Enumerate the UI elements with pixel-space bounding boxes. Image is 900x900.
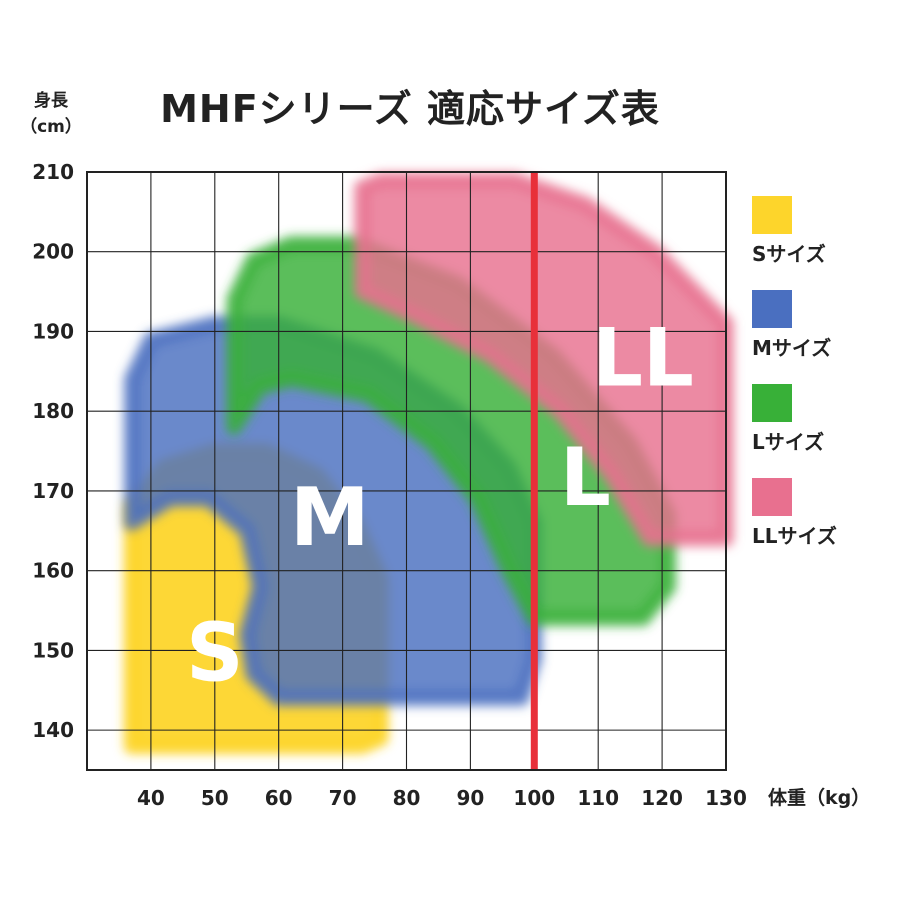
legend-label-ll: LLサイズ bbox=[752, 524, 837, 548]
legend-item-s: Sサイズ bbox=[752, 196, 892, 290]
legend: Sサイズ Mサイズ Lサイズ LLサイズ bbox=[752, 196, 892, 572]
y-axis-label: 身長 （cm） bbox=[16, 88, 86, 140]
y-tick-label-180: 180 bbox=[32, 399, 74, 423]
x-tick-label-80: 80 bbox=[393, 786, 421, 810]
region-label-ll: LL bbox=[592, 311, 694, 404]
legend-swatch-l bbox=[752, 384, 792, 422]
y-tick-label-190: 190 bbox=[32, 319, 74, 343]
x-tick-label-130: 130 bbox=[705, 786, 747, 810]
x-tick-label-50: 50 bbox=[201, 786, 229, 810]
legend-swatch-ll bbox=[752, 478, 792, 516]
region-label-m: M bbox=[290, 471, 370, 564]
y-tick-label-140: 140 bbox=[32, 718, 74, 742]
legend-label-m: Mサイズ bbox=[752, 336, 832, 360]
x-axis-label: 体重（kg） bbox=[768, 787, 871, 809]
x-tick-label-40: 40 bbox=[137, 786, 165, 810]
grid-lines bbox=[87, 172, 726, 770]
x-tick-label-90: 90 bbox=[456, 786, 484, 810]
y-axis-label-line1: 身長 bbox=[34, 91, 68, 111]
region-label-l: L bbox=[560, 431, 611, 524]
legend-swatch-m bbox=[752, 290, 792, 328]
x-tick-label-120: 120 bbox=[641, 786, 683, 810]
y-tick-label-170: 170 bbox=[32, 479, 74, 503]
x-tick-label-110: 110 bbox=[577, 786, 619, 810]
y-axis-label-line2: （cm） bbox=[20, 117, 82, 137]
y-tick-label-200: 200 bbox=[32, 240, 74, 264]
region-label-s: S bbox=[186, 606, 244, 699]
y-tick-label-210: 210 bbox=[32, 160, 74, 184]
x-tick-label-100: 100 bbox=[513, 786, 555, 810]
legend-label-l: Lサイズ bbox=[752, 430, 825, 454]
chart-title: MHFシリーズ 適応サイズ表 bbox=[160, 87, 660, 131]
plot-border bbox=[86, 171, 727, 771]
region-labels: SM LLL bbox=[186, 311, 694, 699]
legend-item-ll: LLサイズ bbox=[752, 478, 892, 572]
x-tick-label-60: 60 bbox=[265, 786, 293, 810]
y-tick-label-160: 160 bbox=[32, 559, 74, 583]
y-tick-label-150: 150 bbox=[32, 638, 74, 662]
legend-item-m: Mサイズ bbox=[752, 290, 892, 384]
x-tick-label-70: 70 bbox=[329, 786, 357, 810]
legend-label-s: Sサイズ bbox=[752, 242, 826, 266]
legend-swatch-s bbox=[752, 196, 792, 234]
legend-item-l: Lサイズ bbox=[752, 384, 892, 478]
plot-frame bbox=[86, 171, 727, 771]
tick-labels: 40 50 60 70 80 90 100 110 120 130 140 150 160 170 180 1… bbox=[32, 160, 747, 810]
